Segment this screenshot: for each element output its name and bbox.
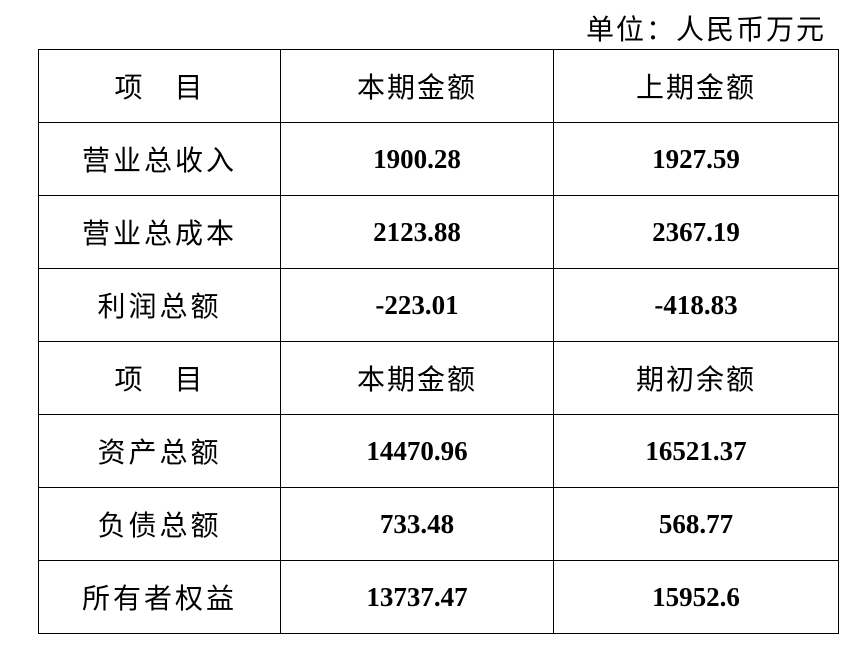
- header-current: 本期金额: [280, 341, 554, 415]
- current-value: 2123.88: [280, 195, 554, 269]
- table-row: 利润总额 -223.01 -418.83: [38, 268, 839, 342]
- table-header-row-2: 项 目 本期金额 期初余额: [38, 341, 839, 415]
- row-label: 利润总额: [38, 268, 281, 342]
- opening-value: 16521.37: [553, 414, 839, 488]
- table-row: 营业总成本 2123.88 2367.19: [38, 195, 839, 269]
- row-label: 资产总额: [38, 414, 281, 488]
- previous-value: -418.83: [553, 268, 839, 342]
- table-row: 所有者权益 13737.47 15952.6: [38, 560, 839, 634]
- current-value: 13737.47: [280, 560, 554, 634]
- current-value: 1900.28: [280, 122, 554, 196]
- row-label: 营业总成本: [38, 195, 281, 269]
- header-opening-balance: 期初余额: [553, 341, 839, 415]
- header-item: 项 目: [38, 341, 281, 415]
- financial-table: 项 目 本期金额 上期金额 营业总收入 1900.28 1927.59 营业总成…: [38, 49, 839, 634]
- opening-value: 568.77: [553, 487, 839, 561]
- previous-value: 2367.19: [553, 195, 839, 269]
- table-row: 资产总额 14470.96 16521.37: [38, 414, 839, 488]
- table-row: 负债总额 733.48 568.77: [38, 487, 839, 561]
- row-label: 营业总收入: [38, 122, 281, 196]
- row-label: 所有者权益: [38, 560, 281, 634]
- header-previous: 上期金额: [553, 49, 839, 123]
- table-row: 营业总收入 1900.28 1927.59: [38, 122, 839, 196]
- current-value: -223.01: [280, 268, 554, 342]
- header-current: 本期金额: [280, 49, 554, 123]
- header-item: 项 目: [38, 49, 281, 123]
- current-value: 14470.96: [280, 414, 554, 488]
- current-value: 733.48: [280, 487, 554, 561]
- unit-label: 单位：人民币万元: [585, 15, 826, 46]
- previous-value: 1927.59: [553, 122, 839, 196]
- table-header-row: 项 目 本期金额 上期金额: [38, 49, 839, 123]
- opening-value: 15952.6: [553, 560, 839, 634]
- row-label: 负债总额: [38, 487, 281, 561]
